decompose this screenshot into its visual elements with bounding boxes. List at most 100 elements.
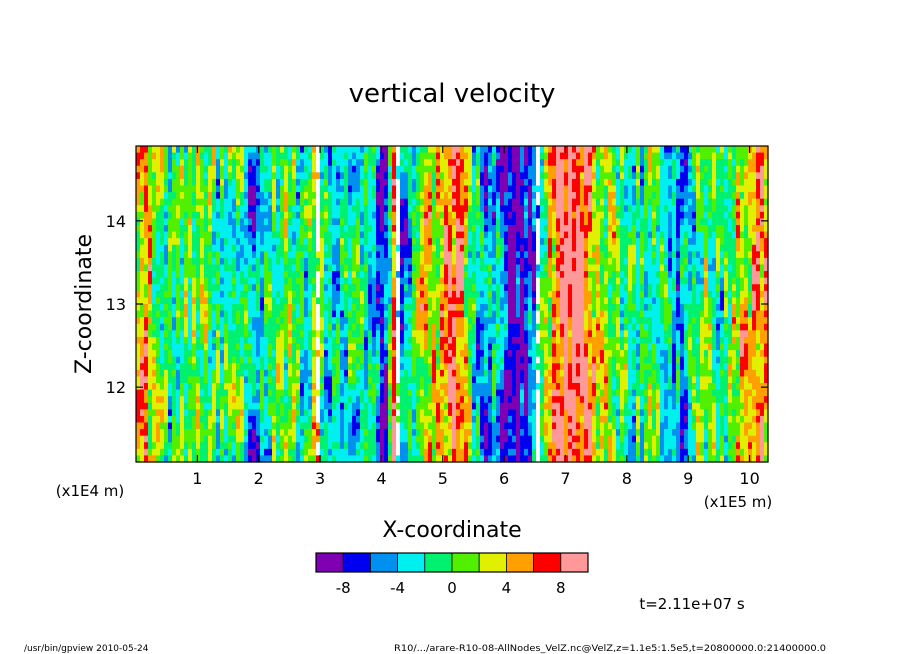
field-cell (204, 146, 209, 154)
field-cell (500, 363, 505, 371)
field-cell (344, 152, 349, 160)
field-cell (288, 205, 293, 213)
field-cell (172, 271, 177, 279)
field-cell (376, 251, 381, 259)
field-cell (188, 435, 193, 443)
field-cell (168, 244, 173, 252)
field-cell (288, 271, 293, 279)
field-cell (532, 257, 537, 266)
field-cell (388, 304, 393, 312)
field-cell (252, 356, 257, 364)
field-cell (460, 330, 465, 338)
field-cell (532, 304, 537, 312)
field-cell (188, 192, 193, 200)
field-cell (548, 218, 553, 226)
field-cell (280, 185, 285, 193)
field-cell (168, 429, 173, 437)
field-cell (384, 356, 389, 364)
field-cell (520, 442, 525, 450)
field-cell (520, 317, 525, 325)
field-cell (192, 172, 197, 180)
field-cell (400, 185, 405, 193)
field-cell (368, 409, 373, 417)
field-cell (380, 251, 385, 259)
field-cell (428, 369, 433, 378)
field-cell (504, 198, 509, 206)
field-cell (224, 415, 229, 424)
field-cell (160, 402, 165, 410)
field-cell (156, 231, 161, 239)
field-cell (500, 225, 505, 233)
field-cell (188, 336, 193, 345)
field-cell (292, 225, 297, 233)
field-cell (172, 336, 177, 345)
field-cell (348, 323, 353, 331)
field-cell (540, 178, 545, 187)
field-cell (248, 290, 253, 299)
field-cell (324, 271, 329, 279)
field-cell (312, 218, 317, 226)
field-cell (528, 185, 533, 193)
field-cell (476, 178, 481, 187)
field-cell (380, 383, 385, 391)
field-cell (364, 330, 369, 338)
field-cell (176, 205, 181, 213)
field-cell (496, 218, 501, 226)
field-cell (204, 257, 209, 266)
field-cell (472, 415, 477, 424)
field-cell (544, 238, 549, 246)
field-cell (292, 257, 297, 266)
field-cell (392, 310, 397, 318)
field-cell (344, 185, 349, 193)
field-cell (280, 429, 285, 437)
field-cell (176, 192, 181, 200)
field-cell (232, 383, 237, 391)
field-cell (440, 231, 445, 239)
field-cell (352, 178, 357, 187)
field-cell (436, 257, 441, 266)
field-cell (236, 211, 241, 220)
field-cell (532, 198, 537, 206)
field-cell (396, 363, 401, 371)
field-cell (540, 165, 545, 173)
field-cell (516, 343, 521, 351)
field-cell (496, 304, 501, 312)
field-cell (512, 192, 517, 200)
field-cell (420, 363, 425, 371)
field-cell (184, 448, 189, 457)
field-cell (388, 198, 393, 206)
field-cell (152, 402, 157, 410)
field-cell (172, 330, 177, 338)
field-cell (484, 336, 489, 345)
field-cell (200, 290, 205, 299)
field-cell (136, 402, 141, 410)
field-cell (500, 165, 505, 173)
field-cell (412, 185, 417, 193)
field-cell (200, 218, 205, 226)
field-cell (208, 238, 213, 246)
field-cell (260, 363, 265, 371)
field-cell (324, 251, 329, 259)
field-cell (312, 317, 317, 325)
field-cell (536, 356, 541, 364)
field-cell (192, 343, 197, 351)
field-cell (504, 376, 509, 384)
field-cell (528, 363, 533, 371)
field-cell (548, 422, 553, 430)
field-cell (316, 178, 321, 187)
field-cell (168, 363, 173, 371)
field-cell (244, 271, 249, 279)
field-cell (168, 448, 173, 457)
field-cell (160, 350, 165, 358)
field-cell (404, 317, 409, 325)
field-cell (192, 290, 197, 299)
field-cell (204, 198, 209, 206)
field-cell (340, 442, 345, 450)
field-cell (424, 271, 429, 279)
field-cell (204, 376, 209, 384)
field-cell (220, 310, 225, 318)
field-cell (532, 409, 537, 417)
field-cell (288, 290, 293, 299)
field-cell (356, 238, 361, 246)
field-cell (240, 383, 245, 391)
